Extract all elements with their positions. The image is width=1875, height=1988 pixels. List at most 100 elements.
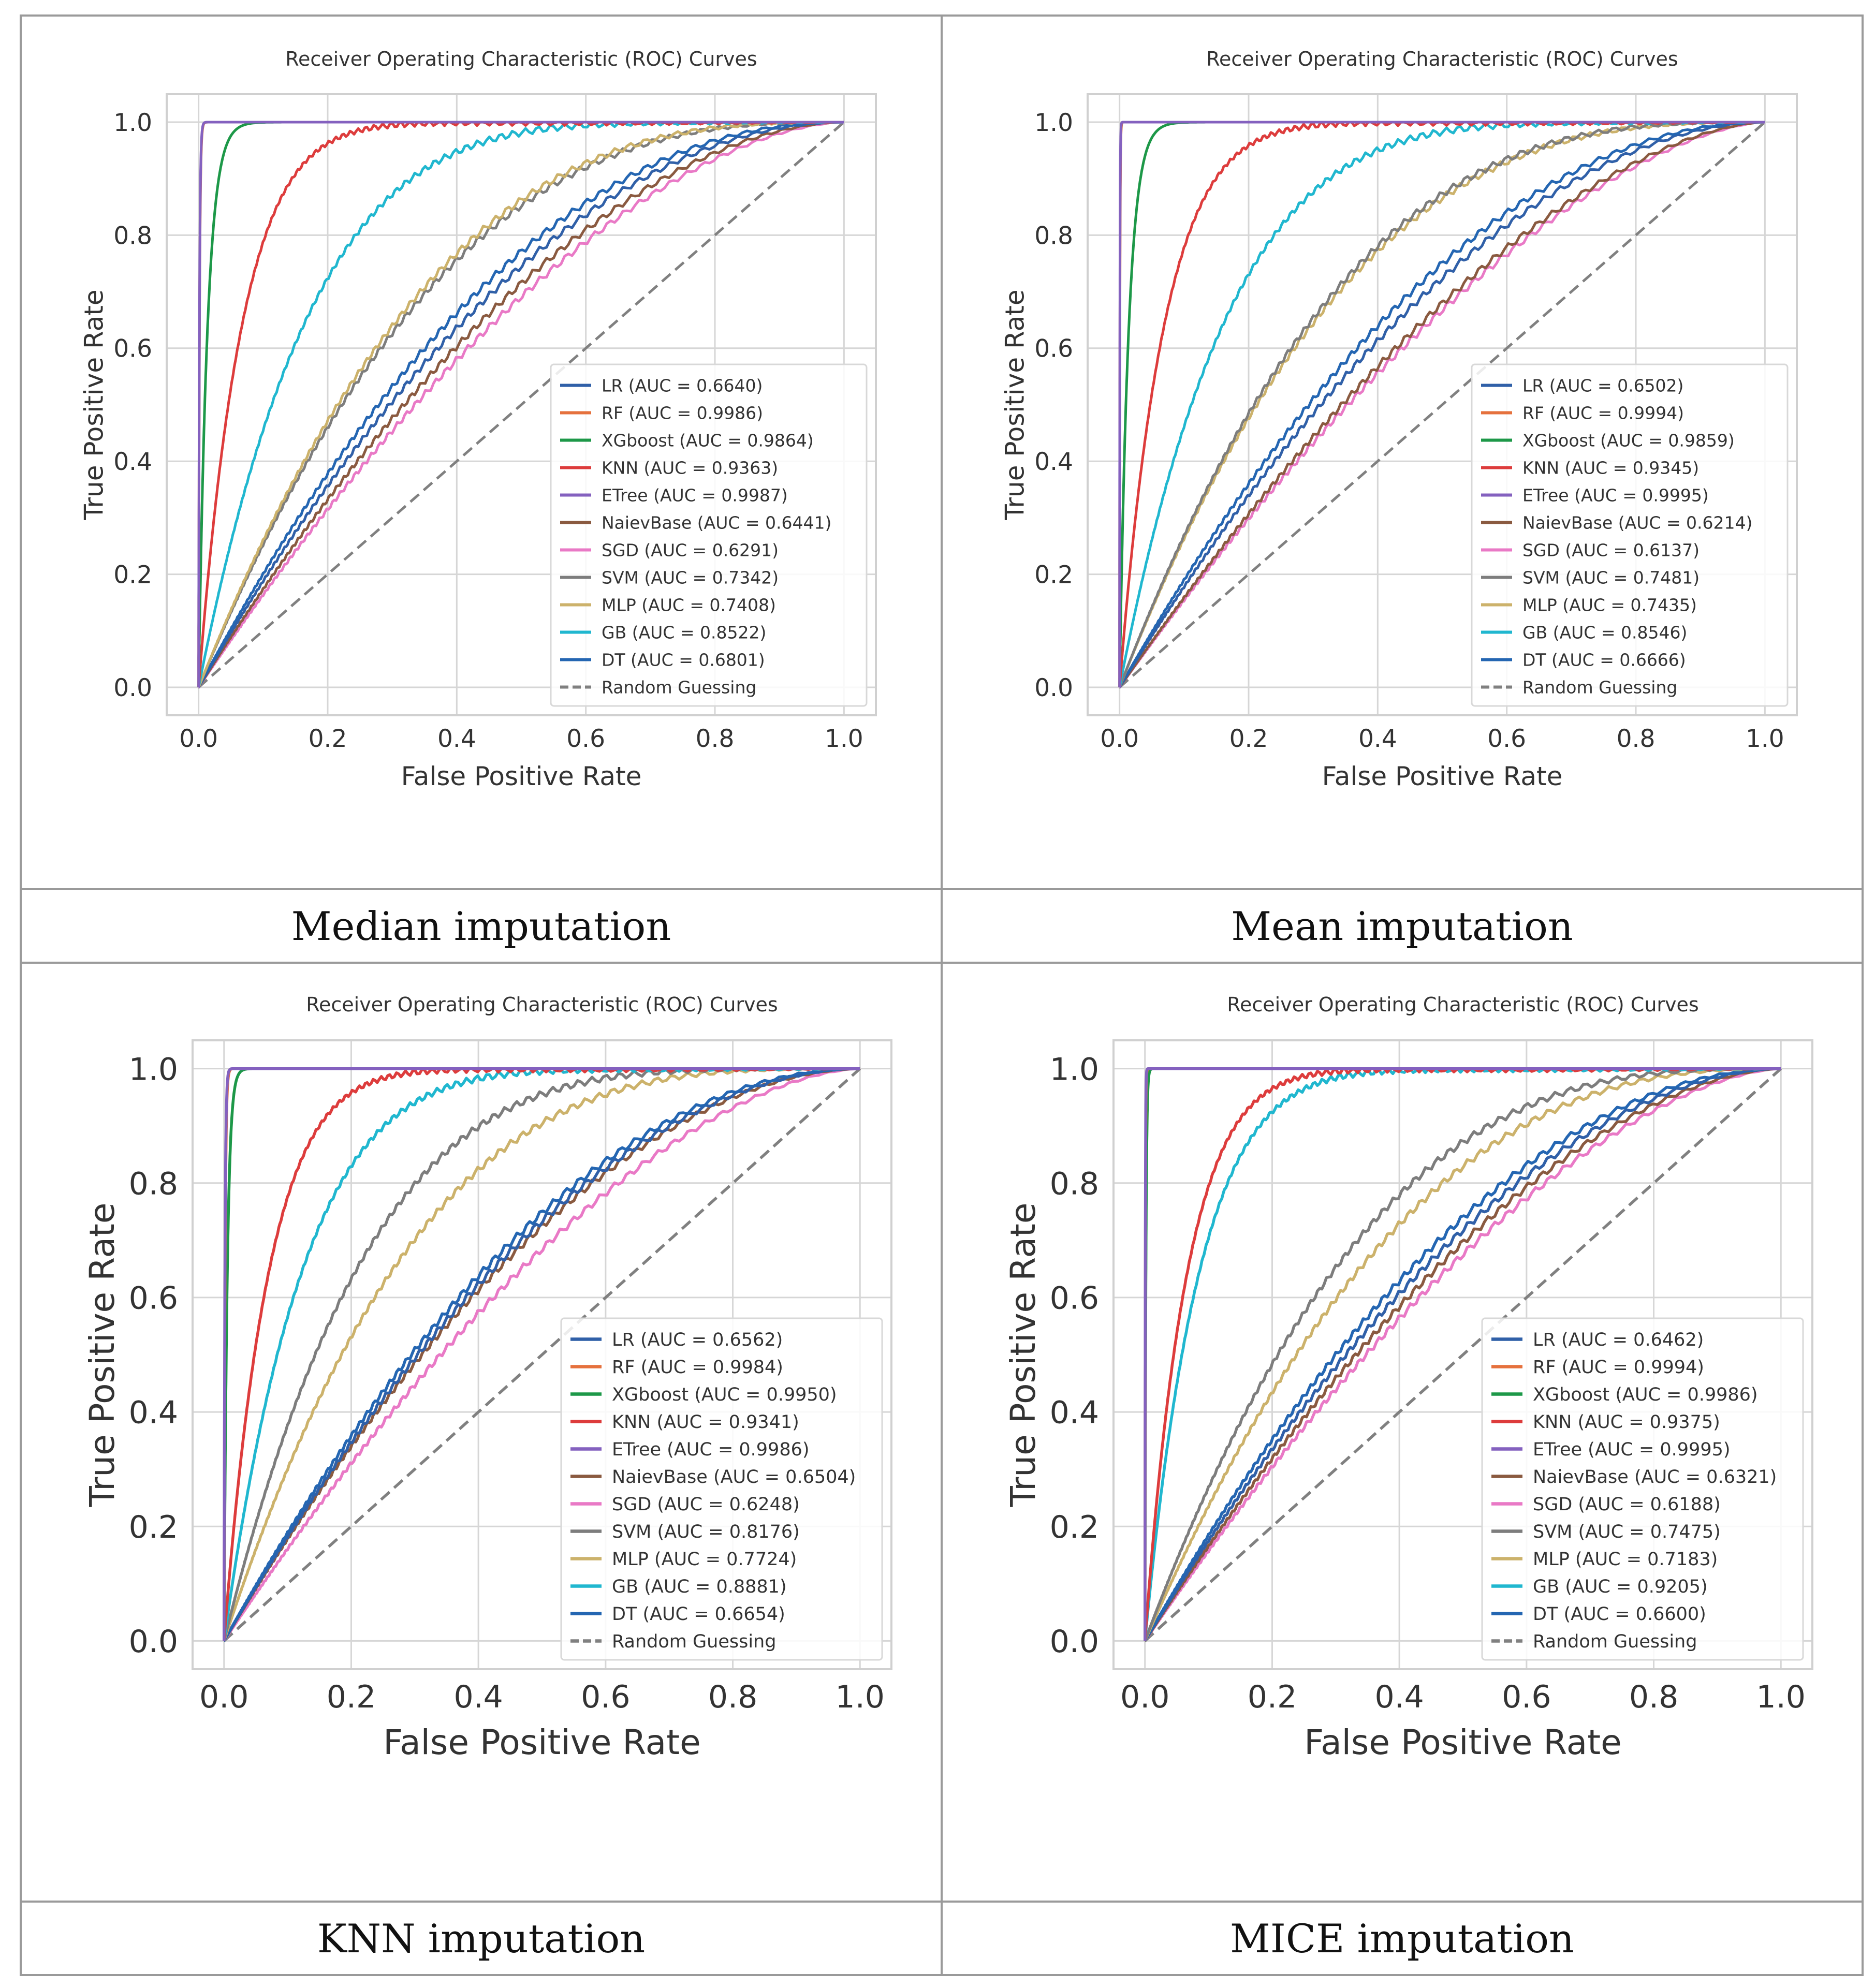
x-tick-label: 0.4 bbox=[1374, 1679, 1424, 1715]
x-tick-label: 1.0 bbox=[1746, 725, 1784, 753]
y-axis-label: True Positive Rate bbox=[1003, 1203, 1043, 1508]
legend-label-lr: LR (AUC = 0.6462) bbox=[1533, 1330, 1704, 1350]
legend-box bbox=[560, 1317, 883, 1661]
x-tick-label: 0.6 bbox=[581, 1679, 630, 1715]
y-tick-label: 0.8 bbox=[1050, 1166, 1099, 1202]
legend-label-xgboost: XGboost (AUC = 0.9950) bbox=[612, 1385, 837, 1405]
legend-label-knn: KNN (AUC = 0.9345) bbox=[1522, 458, 1699, 478]
roc-curve-etree bbox=[1144, 1067, 1781, 1642]
x-tick-label: 0.2 bbox=[309, 725, 347, 753]
legend-label-gb: GB (AUC = 0.8881) bbox=[612, 1577, 787, 1597]
plot-cell-mice: Receiver Operating Characteristic (ROC) … bbox=[941, 962, 1864, 1903]
y-tick-label: 0.0 bbox=[113, 674, 152, 702]
legend-label-dt: DT (AUC = 0.6666) bbox=[1522, 650, 1686, 670]
y-tick-label: 0.6 bbox=[1034, 335, 1073, 363]
roc-curve-random bbox=[197, 121, 845, 688]
caption-knn: KNN imputation bbox=[20, 1901, 943, 1976]
y-tick-label: 0.4 bbox=[1034, 448, 1073, 476]
x-tick-label: 0.2 bbox=[327, 1679, 376, 1715]
x-tick-label: 0.0 bbox=[199, 1679, 248, 1715]
roc-curve-random bbox=[1144, 1067, 1782, 1642]
roc-curve-etree bbox=[223, 1067, 860, 1642]
y-tick-label: 0.4 bbox=[129, 1395, 178, 1431]
x-tick-label: 1.0 bbox=[1756, 1679, 1806, 1715]
y-tick-label: 0.2 bbox=[129, 1509, 178, 1545]
y-tick-label: 0.6 bbox=[129, 1280, 178, 1317]
x-axis-label: False Positive Rate bbox=[1322, 761, 1563, 791]
legend-box bbox=[1481, 1317, 1804, 1661]
legend-label-rf: RF (AUC = 0.9984) bbox=[612, 1357, 783, 1378]
x-axis-label: False Positive Rate bbox=[1304, 1722, 1621, 1762]
legend-label-knn: KNN (AUC = 0.9341) bbox=[612, 1412, 799, 1433]
curves bbox=[197, 121, 845, 689]
roc-curve-knn bbox=[1144, 1067, 1781, 1642]
roc-curve-mlp bbox=[197, 121, 844, 689]
y-axis-label: True Positive Rate bbox=[1000, 289, 1030, 520]
legend-box bbox=[1471, 363, 1789, 707]
legend-label-etree: ETree (AUC = 0.9995) bbox=[1522, 485, 1709, 505]
legend-label-lr: LR (AUC = 0.6562) bbox=[612, 1330, 783, 1350]
x-tick-label: 0.6 bbox=[1487, 725, 1526, 753]
legend-label-mlp: MLP (AUC = 0.7183) bbox=[1533, 1549, 1718, 1570]
roc-chart-mice: Receiver Operating Characteristic (ROC) … bbox=[1003, 993, 1813, 1762]
legend: LR (AUC = 0.6562) RF (AUC = 0.9984) XGboos… bbox=[560, 1317, 883, 1661]
x-tick-label: 0.2 bbox=[1229, 725, 1268, 753]
chart-title: Receiver Operating Characteristic (ROC) … bbox=[285, 48, 757, 70]
legend-label-knn: KNN (AUC = 0.9375) bbox=[1533, 1412, 1720, 1433]
legend-label-random: Random Guessing bbox=[612, 1631, 776, 1652]
y-tick-label: 0.2 bbox=[1050, 1509, 1099, 1545]
y-tick-label: 0.6 bbox=[1050, 1280, 1099, 1317]
chart-title: Receiver Operating Characteristic (ROC) … bbox=[306, 993, 778, 1016]
x-tick-label: 0.8 bbox=[1617, 725, 1656, 753]
y-tick-label: 1.0 bbox=[129, 1051, 178, 1087]
legend-label-sgd: SGD (AUC = 0.6188) bbox=[1533, 1494, 1721, 1515]
caption-mean: Mean imputation bbox=[941, 888, 1864, 964]
y-tick-label: 0.8 bbox=[113, 222, 152, 250]
legend-label-naievbase: NaievBase (AUC = 0.6321) bbox=[1533, 1467, 1777, 1488]
legend-label-mlp: MLP (AUC = 0.7435) bbox=[1522, 595, 1697, 615]
legend-label-random: Random Guessing bbox=[1533, 1631, 1697, 1652]
curves bbox=[223, 1067, 861, 1642]
legend-label-svm: SVM (AUC = 0.8176) bbox=[612, 1522, 800, 1542]
legend-label-gb: GB (AUC = 0.8546) bbox=[1522, 622, 1687, 642]
y-tick-label: 0.0 bbox=[1050, 1624, 1099, 1660]
plot-cell-knn: Receiver Operating Characteristic (ROC) … bbox=[20, 962, 943, 1903]
legend: LR (AUC = 0.6462) RF (AUC = 0.9994) XGboos… bbox=[1481, 1317, 1804, 1661]
legend-label-lr: LR (AUC = 0.6640) bbox=[602, 375, 763, 395]
legend-label-etree: ETree (AUC = 0.9995) bbox=[1533, 1439, 1731, 1460]
roc-curve-random bbox=[223, 1067, 861, 1642]
x-tick-label: 1.0 bbox=[836, 1679, 885, 1715]
legend-label-sgd: SGD (AUC = 0.6137) bbox=[1522, 540, 1700, 560]
roc-chart-knn: Receiver Operating Characteristic (ROC) … bbox=[82, 993, 892, 1762]
legend-label-rf: RF (AUC = 0.9986) bbox=[602, 403, 763, 423]
y-tick-label: 0.8 bbox=[129, 1166, 178, 1202]
legend-label-mlp: MLP (AUC = 0.7408) bbox=[602, 595, 776, 615]
x-tick-label: 0.4 bbox=[437, 725, 476, 753]
legend-label-gb: GB (AUC = 0.9205) bbox=[1533, 1577, 1708, 1597]
legend-label-sgd: SGD (AUC = 0.6291) bbox=[602, 540, 779, 560]
x-tick-label: 0.0 bbox=[1100, 725, 1139, 753]
curves bbox=[1144, 1067, 1782, 1642]
x-tick-label: 0.8 bbox=[1629, 1679, 1678, 1715]
legend-label-naievbase: NaievBase (AUC = 0.6214) bbox=[1522, 512, 1752, 533]
x-tick-label: 0.6 bbox=[1502, 1679, 1551, 1715]
legend-label-xgboost: XGboost (AUC = 0.9986) bbox=[1533, 1385, 1758, 1405]
legend: LR (AUC = 0.6502) RF (AUC = 0.9994) XGboos… bbox=[1471, 363, 1789, 707]
roc-curve-knn bbox=[223, 1067, 860, 1642]
x-tick-label: 0.0 bbox=[179, 725, 218, 753]
legend-label-dt: DT (AUC = 0.6600) bbox=[1533, 1604, 1706, 1625]
y-tick-label: 0.0 bbox=[129, 1624, 178, 1660]
x-tick-label: 0.8 bbox=[696, 725, 735, 753]
legend-label-svm: SVM (AUC = 0.7481) bbox=[1522, 567, 1700, 587]
roc-curve-svm bbox=[1118, 121, 1765, 689]
y-axis-label: True Positive Rate bbox=[79, 289, 109, 520]
y-axis-label: True Positive Rate bbox=[82, 1203, 122, 1508]
legend-label-xgboost: XGboost (AUC = 0.9859) bbox=[1522, 430, 1735, 450]
plot-cell-mean: Receiver Operating Characteristic (ROC) … bbox=[941, 14, 1864, 890]
x-tick-label: 0.0 bbox=[1120, 1679, 1169, 1715]
y-tick-label: 1.0 bbox=[113, 109, 152, 137]
y-tick-label: 0.4 bbox=[113, 448, 152, 476]
roc-curve-svm bbox=[223, 1067, 860, 1642]
legend-label-dt: DT (AUC = 0.6654) bbox=[612, 1604, 785, 1625]
x-axis-label: False Positive Rate bbox=[401, 761, 642, 791]
